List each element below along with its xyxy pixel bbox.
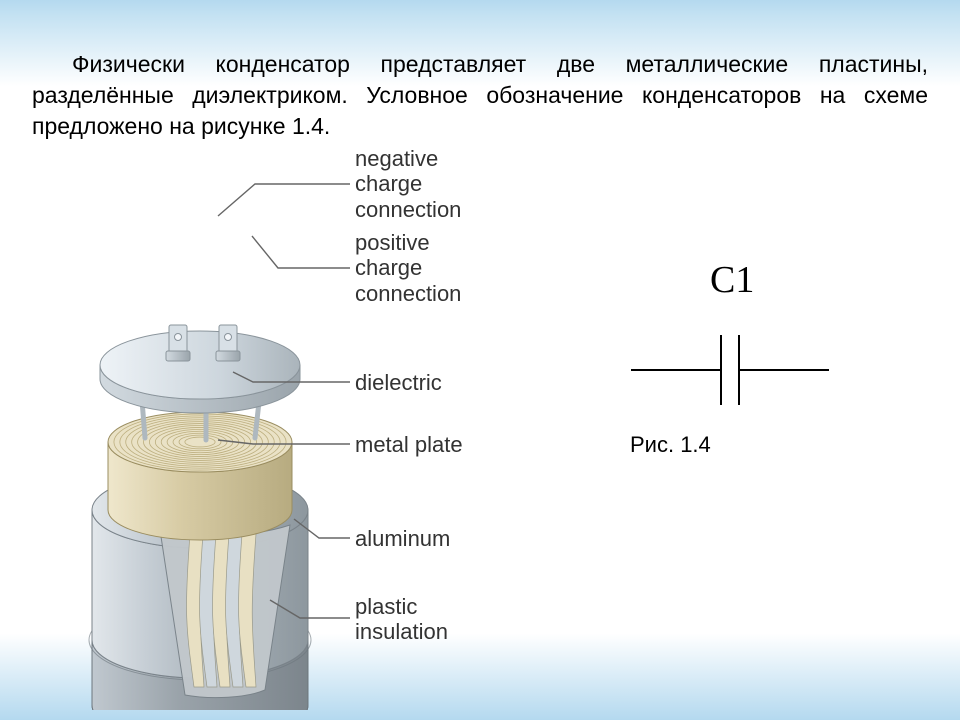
callout-diel: dielectric [355,370,442,395]
leader-lines [0,0,960,720]
page: Физически конденсатор представляет две м… [0,0,960,720]
callout-plast: plasticinsulation [355,594,448,645]
callout-pos: positivechargeconnection [355,230,461,306]
callout-alum: aluminum [355,526,450,551]
callout-metal: metal plate [355,432,463,457]
callout-neg: negativechargeconnection [355,146,461,222]
